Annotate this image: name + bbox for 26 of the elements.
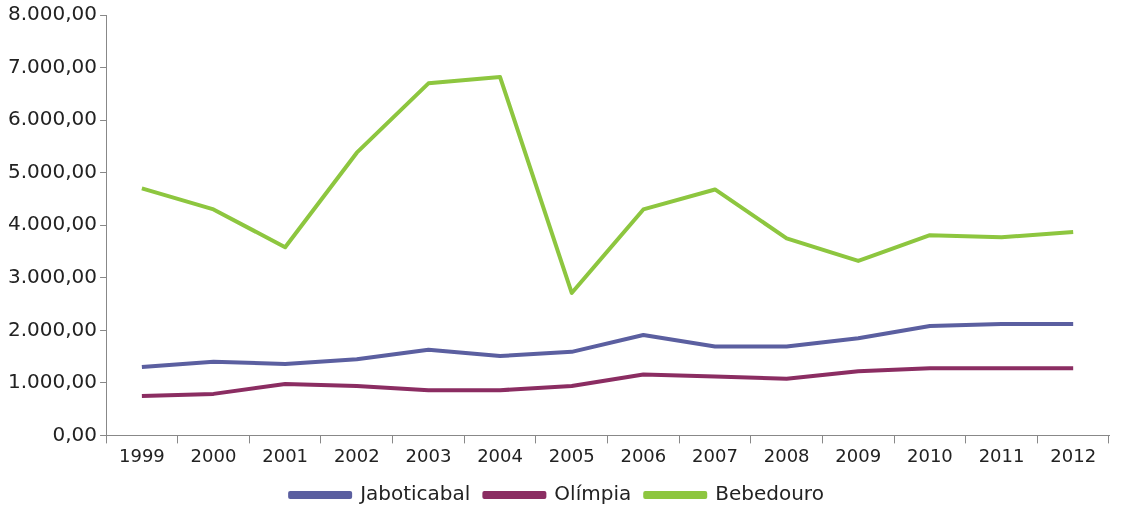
x-tick-label: 2011	[978, 444, 1025, 466]
x-tick-label: 2000	[190, 444, 237, 466]
legend-label: Bebedouro	[715, 481, 824, 506]
y-tick-label: 0,00	[52, 421, 98, 446]
y-tick-label: 4.000,00	[8, 211, 98, 236]
x-tick-label: 2005	[548, 444, 595, 466]
x-tick-label: 2004	[477, 444, 523, 466]
x-tick-label: 2012	[1050, 444, 1097, 466]
x-tick-label: 2002	[333, 444, 380, 466]
y-tick-label: 5.000,00	[8, 158, 98, 183]
x-tick-label: 1999	[118, 444, 165, 466]
y-tick-label: 1.000,00	[8, 369, 98, 394]
legend-label: Jaboticabal	[358, 481, 471, 506]
x-tick-label: 2009	[835, 444, 882, 466]
y-tick-label: 6.000,00	[8, 106, 98, 131]
y-tick-label: 3.000,00	[8, 263, 98, 288]
x-tick-label: 2010	[907, 444, 953, 466]
x-tick-label: 2001	[262, 444, 309, 466]
y-tick-label: 8.000,00	[8, 1, 98, 26]
x-tick-label: 2007	[692, 444, 738, 466]
x-tick-label: 2008	[763, 444, 810, 466]
x-tick-label: 2003	[405, 444, 452, 466]
y-tick-label: 2.000,00	[8, 316, 98, 341]
x-tick-label: 2006	[620, 444, 667, 466]
legend-label: Olímpia	[554, 481, 632, 506]
y-tick-label: 7.000,00	[8, 53, 98, 78]
